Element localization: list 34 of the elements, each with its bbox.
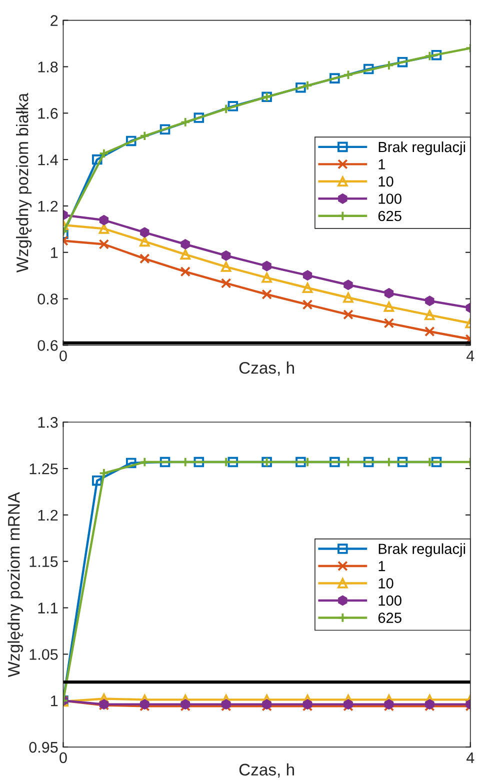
y-tick-label: 1.2 [38,510,58,520]
y-tick-label: 1.3 [38,417,58,428]
y-tick-label: 0.95 [29,742,58,753]
legend-label: 625 [378,210,402,222]
x-tick-label: 0 [60,350,67,362]
x-axis-title: Czas, h [239,362,294,376]
legend-label: 100 [378,595,402,606]
x-tick-label: 4 [466,752,474,763]
y-tick-label: 1.8 [38,62,58,72]
x-tick-label: 0 [60,752,67,764]
legend-label: Brak regulacji [378,543,466,557]
y-tick-label: 1.2 [38,200,58,212]
y-tick-label: 2 [50,15,58,26]
legend-label: 625 [378,612,402,623]
y-tick-label: 1.25 [30,463,58,474]
legend-label: 1 [378,159,386,170]
y-tick-label: 1.1 [38,602,58,614]
x-axis-title: Czas, h [239,763,294,778]
legend-label: 10 [378,176,394,187]
x-tick-label: 4 [466,350,474,362]
legend-label: 100 [378,194,402,204]
legend-label: Brak regulacji [378,141,466,156]
y-tick-label: 1.15 [30,556,58,568]
legend-label: 1 [378,561,386,572]
y-tick-label: 0.8 [38,294,58,304]
legend-label: 10 [378,578,394,588]
y-axis-title: Względny poziom białka [16,92,32,273]
y-tick-label: 0.6 [38,340,58,351]
y-tick-label: 1 [51,247,58,258]
y-tick-label: 1.6 [38,108,58,119]
y-tick-label: 1 [51,696,58,706]
y-tick-label: 1.4 [38,154,58,166]
y-tick-label: 1.05 [30,649,58,660]
y-axis-title: Względny poziom mRNA [8,492,24,678]
